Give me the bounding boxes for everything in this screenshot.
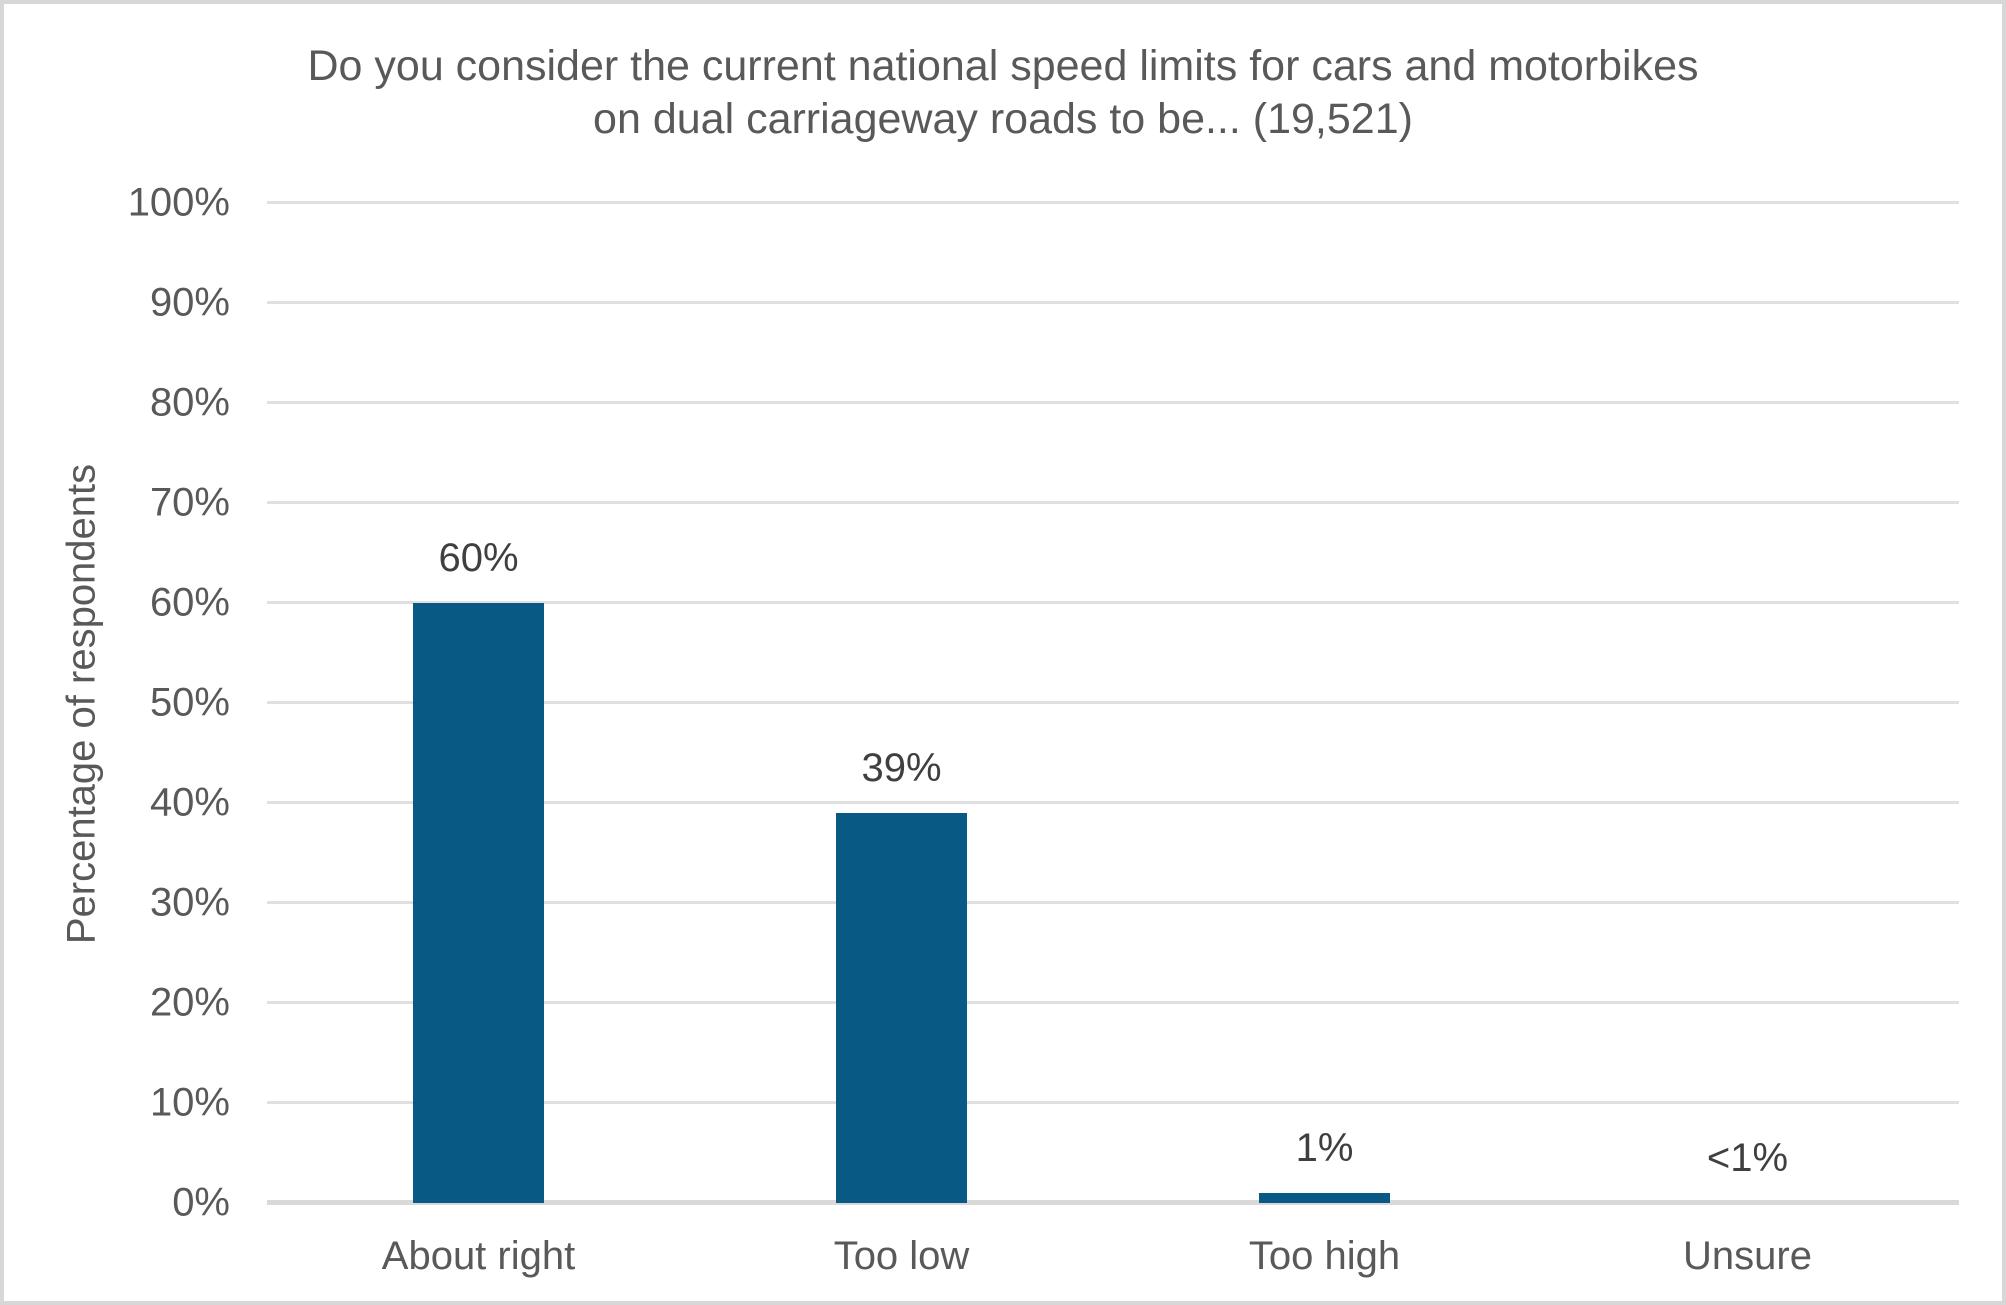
gridline-60 (267, 601, 1959, 604)
y-tick-label-50: 50% (149, 680, 230, 725)
data-label-unsure: <1% (1706, 1136, 1789, 1180)
gridline-100 (267, 201, 1959, 204)
y-tick-label-10: 10% (149, 1080, 230, 1125)
y-tick-label-100: 100% (127, 180, 230, 225)
y-tick-label-70: 70% (149, 480, 230, 525)
y-tick-label-20: 20% (149, 980, 230, 1025)
x-axis-category-labels: About right Too low Too high Unsure (267, 1234, 1959, 1284)
x-category-label-too-low: Too low (833, 1234, 970, 1278)
y-tick-label-30: 30% (149, 880, 230, 925)
chart-title-line-1: Do you consider the current national spe… (307, 42, 1699, 90)
x-axis-line (267, 1200, 1959, 1205)
x-category-label-too-high: Too high (1248, 1234, 1401, 1278)
gridline-80 (267, 401, 1959, 404)
gridline-50 (267, 701, 1959, 704)
y-tick-label-60: 60% (149, 580, 230, 625)
gridline-30 (267, 901, 1959, 904)
chart-title: Do you consider the current national spe… (4, 40, 2002, 146)
y-tick-label-80: 80% (149, 380, 230, 425)
bar-too-low (836, 813, 967, 1203)
y-tick-label-40: 40% (149, 780, 230, 825)
plot-area: 60% 39% 1% <1% (267, 201, 1959, 1205)
data-label-too-low: 39% (861, 746, 942, 790)
bar-about-right (413, 603, 544, 1203)
gridline-20 (267, 1001, 1959, 1004)
gridline-10 (267, 1101, 1959, 1104)
bar-too-high (1259, 1193, 1390, 1203)
gridline-40 (267, 801, 1959, 804)
x-category-label-unsure: Unsure (1683, 1234, 1812, 1278)
gridline-90 (267, 301, 1959, 304)
gridline-70 (267, 501, 1959, 504)
data-label-about-right: 60% (438, 536, 519, 580)
x-category-label-about-right: About right (381, 1234, 576, 1278)
y-axis-tick-labels: 0% 10% 20% 30% 40% 50% 60% 70% 80% 90% 100% (4, 181, 230, 1225)
y-tick-label-90: 90% (149, 280, 230, 325)
chart-title-line-2: on dual carriageway roads to be... (19,5… (593, 95, 1413, 143)
data-label-too-high: 1% (1295, 1126, 1354, 1170)
y-tick-label-0: 0% (172, 1180, 230, 1225)
